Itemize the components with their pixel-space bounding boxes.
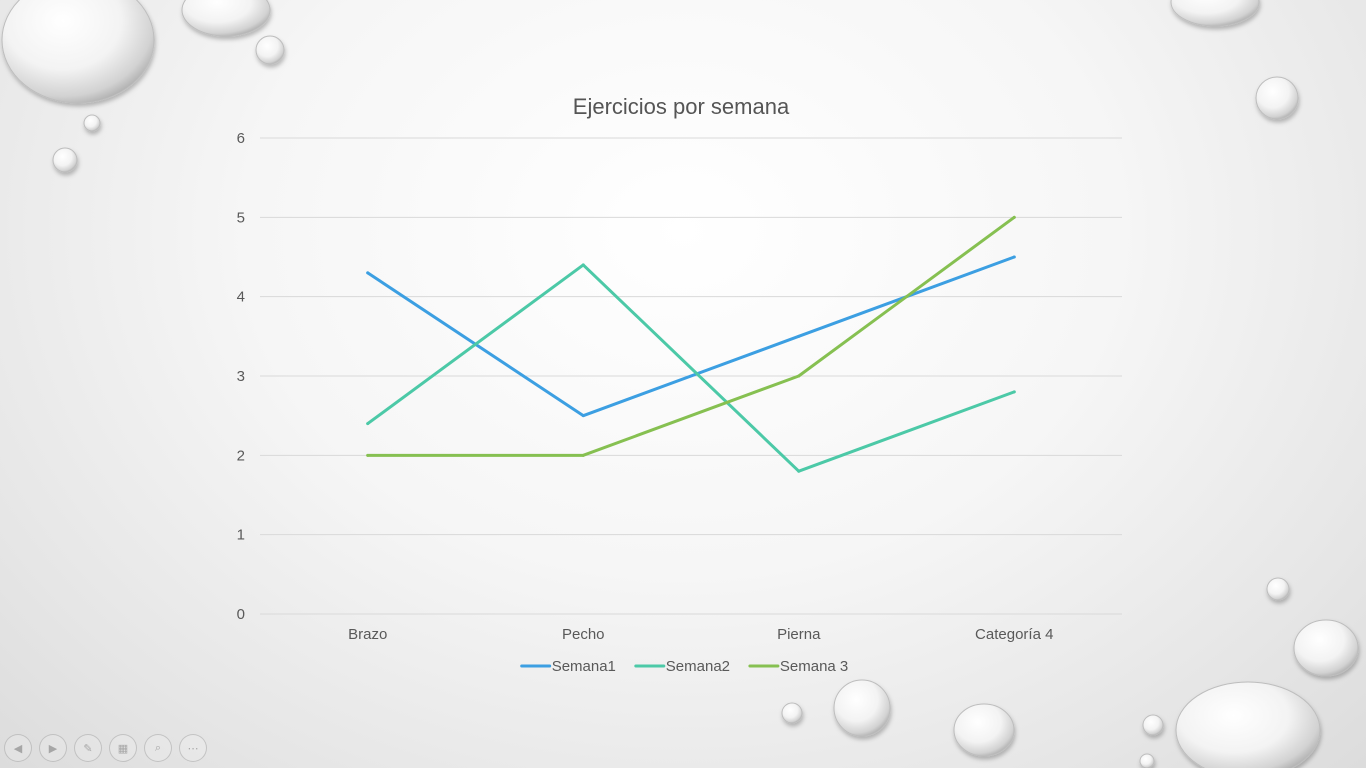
y-tick-label: 0 <box>237 606 245 623</box>
legend-label: Semana2 <box>666 658 730 675</box>
y-tick-label: 2 <box>237 447 245 464</box>
data-point <box>797 469 801 473</box>
data-point <box>366 271 370 275</box>
line-chart: Ejercicios por semana 0 1 2 3 4 5 6 Brazo Pecho… <box>237 94 1122 675</box>
slides-grid-icon[interactable]: ▦ <box>109 734 137 762</box>
legend-item: Semana1 <box>520 658 616 675</box>
data-point <box>797 334 801 338</box>
y-tick-label: 1 <box>237 527 245 544</box>
y-tick-label: 4 <box>237 289 245 306</box>
more-icon[interactable]: ⋯ <box>179 734 207 762</box>
data-point <box>1012 215 1016 219</box>
legend-item: Semana2 <box>634 658 730 675</box>
series-line-3 <box>366 215 1016 457</box>
legend-label: Semana 3 <box>780 658 848 675</box>
legend-item: Semana 3 <box>748 658 848 675</box>
x-tick-label: Pierna <box>777 626 821 643</box>
legend: Semana1 Semana2 Semana 3 <box>520 658 848 675</box>
series-line-1 <box>366 255 1016 418</box>
pen-icon[interactable]: ✎ <box>74 734 102 762</box>
series-lines <box>366 215 1016 473</box>
data-point <box>581 414 585 418</box>
series-line-2 <box>366 263 1016 473</box>
legend-label: Semana1 <box>552 658 616 675</box>
x-tick-label: Categoría 4 <box>975 626 1053 643</box>
y-tick-label: 6 <box>237 130 245 147</box>
data-point <box>366 453 370 457</box>
data-point <box>797 374 801 378</box>
x-axis-ticks: Brazo Pecho Pierna Categoría 4 <box>348 626 1053 643</box>
data-point <box>1012 390 1016 394</box>
data-point <box>366 422 370 426</box>
data-point <box>1012 255 1016 259</box>
slideshow-controls: ◀ ▶ ✎ ▦ ⌕ ⋯ <box>4 734 207 762</box>
y-axis-ticks: 0 1 2 3 4 5 6 <box>237 130 245 623</box>
x-tick-label: Pecho <box>562 626 605 643</box>
data-point <box>581 263 585 267</box>
zoom-icon[interactable]: ⌕ <box>144 734 172 762</box>
previous-icon[interactable]: ◀ <box>4 734 32 762</box>
data-point <box>581 453 585 457</box>
y-tick-label: 3 <box>237 368 245 385</box>
y-tick-label: 5 <box>237 209 245 226</box>
x-tick-label: Brazo <box>348 626 387 643</box>
chart-title: Ejercicios por semana <box>573 94 790 119</box>
next-icon[interactable]: ▶ <box>39 734 67 762</box>
